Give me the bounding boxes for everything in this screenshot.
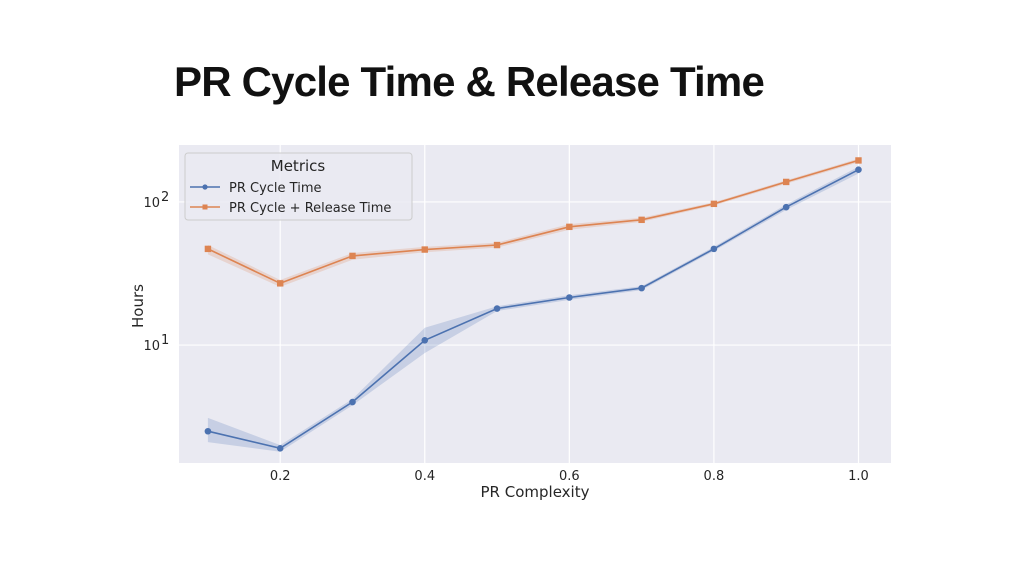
x-tick-label: 0.8	[704, 469, 725, 484]
point-series-1	[493, 241, 501, 249]
point-series-0	[276, 445, 284, 452]
point-series-0	[349, 398, 356, 406]
x-tick-label: 0.4	[414, 469, 435, 484]
y-tick-exponent: 2	[161, 190, 169, 205]
legend-marker-0	[202, 184, 208, 190]
point-series-0	[638, 284, 645, 292]
point-series-1	[638, 216, 645, 224]
line-series-0	[207, 168, 859, 450]
point-series-0	[204, 427, 212, 435]
series-lines	[207, 159, 859, 450]
point-series-0	[782, 203, 790, 211]
point-series-0	[493, 305, 501, 312]
line-series-1	[207, 159, 859, 285]
point-series-1	[276, 280, 284, 287]
point-series-0	[855, 166, 862, 174]
legend-label-0: PR Cycle Time	[229, 181, 321, 196]
point-series-0	[421, 336, 429, 344]
point-series-0	[710, 245, 718, 253]
legend-title: Metrics	[271, 157, 326, 175]
x-tick-label: 0.6	[559, 469, 580, 484]
x-axis-label: PR Complexity	[481, 483, 590, 501]
x-tick-label: 0.2	[270, 469, 291, 484]
x-tick-label: 1.0	[848, 469, 869, 484]
legend: Metrics PR Cycle Time PR Cycle + Release …	[184, 152, 413, 221]
y-tick-label: 10	[143, 196, 160, 211]
legend-items: PR Cycle Time PR Cycle + Release Time	[190, 181, 391, 216]
legend-label-1: PR Cycle + Release Time	[229, 201, 391, 216]
legend-marker-1	[202, 204, 208, 210]
y-tick-label: 10	[143, 339, 160, 354]
legend-box	[184, 152, 413, 221]
series-markers	[204, 157, 862, 452]
page-title: PR Cycle Time & Release Time	[174, 58, 765, 105]
point-series-1	[421, 246, 428, 253]
y-axis-label: Hours	[129, 284, 147, 328]
point-series-1	[204, 245, 212, 253]
point-series-0	[566, 294, 573, 301]
point-series-1	[710, 200, 718, 208]
y-tick-exponent: 1	[161, 333, 169, 348]
point-series-1	[855, 157, 862, 164]
x-tick-labels: 0.2 0.4 0.6 0.8 1.0	[270, 469, 869, 484]
point-series-1	[566, 223, 573, 231]
point-series-1	[782, 178, 790, 186]
point-series-1	[349, 252, 356, 260]
